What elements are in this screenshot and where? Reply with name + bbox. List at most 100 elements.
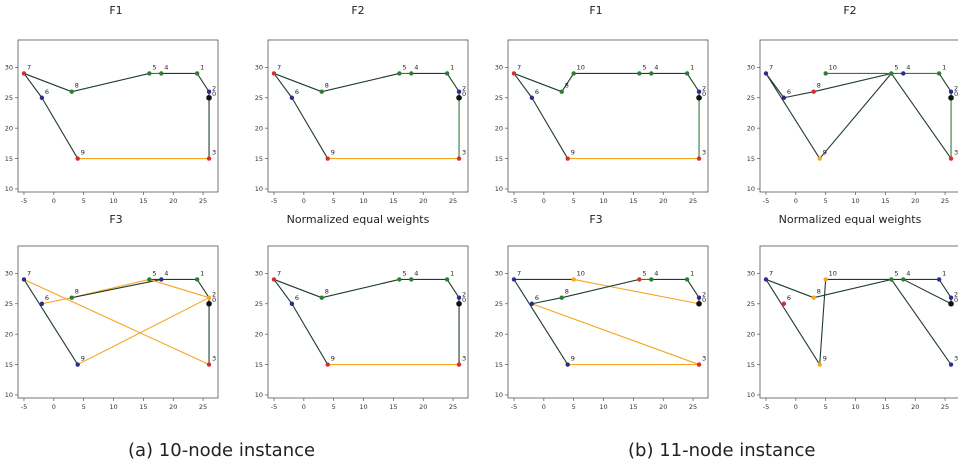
route-edge-7-8 <box>513 72 562 93</box>
y-tick-label: 20 <box>495 330 503 338</box>
node-4 <box>901 71 906 76</box>
node-9 <box>325 156 330 161</box>
node-1 <box>684 277 690 282</box>
route-edge-8-4 <box>71 278 162 299</box>
route-edge-1-2 <box>938 279 952 298</box>
y-tick-label: 25 <box>255 94 263 102</box>
x-tick-label: 0 <box>794 197 798 205</box>
y-tick-label: 15 <box>255 361 263 369</box>
node-label: 8 <box>75 82 79 90</box>
node-label: 2 <box>212 291 216 299</box>
route-edge-6-7 <box>273 73 293 99</box>
route-edge-6-7 <box>273 279 293 305</box>
node-5 <box>147 277 152 282</box>
node-label: 4 <box>654 269 658 277</box>
x-tick-label: -5 <box>511 197 517 205</box>
x-tick-label: -5 <box>21 197 27 205</box>
node-0 <box>948 300 954 307</box>
node-label: 6 <box>787 88 791 96</box>
x-tick-label: 20 <box>169 197 177 205</box>
node-3 <box>696 362 702 367</box>
y-tick-label: 10 <box>5 391 13 399</box>
route-edge-7-9 <box>513 279 569 365</box>
node-5 <box>637 71 642 76</box>
node-label: 9 <box>571 149 575 157</box>
y-tick-label: 30 <box>747 270 755 278</box>
y-tick-label: 30 <box>495 270 503 278</box>
node-label: 4 <box>414 63 418 71</box>
node-label: 8 <box>325 82 329 90</box>
node-4 <box>159 71 164 76</box>
node-label: 3 <box>954 149 958 157</box>
node-4 <box>901 277 906 282</box>
node-7 <box>21 277 27 282</box>
node-label: 4 <box>906 269 910 277</box>
node-1 <box>194 277 200 282</box>
node-7 <box>21 71 27 76</box>
subplot-title: F2 <box>351 4 364 17</box>
node-10 <box>823 71 828 76</box>
node-label: 10 <box>829 269 837 277</box>
node-3 <box>206 362 212 367</box>
y-tick-label: 20 <box>255 330 263 338</box>
node-9 <box>75 362 80 367</box>
x-tick-label: 20 <box>659 197 667 205</box>
node-label: 1 <box>200 269 204 277</box>
node-0 <box>456 300 462 307</box>
node-label: 6 <box>295 88 299 96</box>
y-tick-label: 25 <box>747 94 755 102</box>
node-label: 7 <box>517 63 521 71</box>
x-tick-label: -5 <box>763 403 769 411</box>
node-label: 5 <box>402 63 406 71</box>
node-label: 9 <box>331 149 335 157</box>
node-label: 4 <box>414 269 418 277</box>
x-tick-label: 0 <box>52 403 56 411</box>
route-edge-8-5 <box>71 72 150 93</box>
node-4 <box>409 277 414 282</box>
node-3 <box>948 156 954 161</box>
y-tick-label: 20 <box>747 124 755 132</box>
subplot-title: F2 <box>843 4 856 17</box>
node-10 <box>823 277 828 282</box>
route-edge-1-2 <box>938 73 952 92</box>
node-0 <box>456 94 462 101</box>
node-label: 4 <box>164 269 168 277</box>
node-5 <box>147 71 152 76</box>
route-edge-6-7 <box>23 73 43 99</box>
node-label: 2 <box>702 85 706 93</box>
node-label: 8 <box>817 288 821 296</box>
node-7 <box>763 277 769 282</box>
node-label: 6 <box>787 294 791 302</box>
node-7 <box>763 71 769 76</box>
route-edge-8-5 <box>321 278 400 299</box>
x-tick-label: 25 <box>449 403 457 411</box>
node-9 <box>817 156 822 161</box>
route-edge-5-3 <box>890 73 952 159</box>
node-label: 5 <box>894 269 898 277</box>
route-edge-10-0 <box>573 278 700 305</box>
y-tick-label: 25 <box>5 300 13 308</box>
y-tick-label: 15 <box>5 361 13 369</box>
x-tick-label: 15 <box>389 403 397 411</box>
node-label: 2 <box>212 85 216 93</box>
node-1 <box>444 71 450 76</box>
node-0 <box>206 300 212 307</box>
x-tick-label: 5 <box>572 197 576 205</box>
node-label: 10 <box>829 63 837 71</box>
node-6 <box>781 301 787 306</box>
route-edge-4-0 <box>903 278 952 305</box>
node-label: 10 <box>577 63 585 71</box>
node-label: 9 <box>571 355 575 363</box>
x-tick-label: 25 <box>199 403 207 411</box>
node-label: 3 <box>702 149 706 157</box>
x-tick-label: 15 <box>139 197 147 205</box>
x-tick-label: -5 <box>511 403 517 411</box>
route-edge-7-8 <box>765 278 814 299</box>
node-label: 8 <box>565 82 569 90</box>
x-tick-label: 20 <box>911 403 919 411</box>
axes-frame <box>17 245 219 399</box>
y-tick-label: 15 <box>5 155 13 163</box>
node-2 <box>948 89 954 94</box>
